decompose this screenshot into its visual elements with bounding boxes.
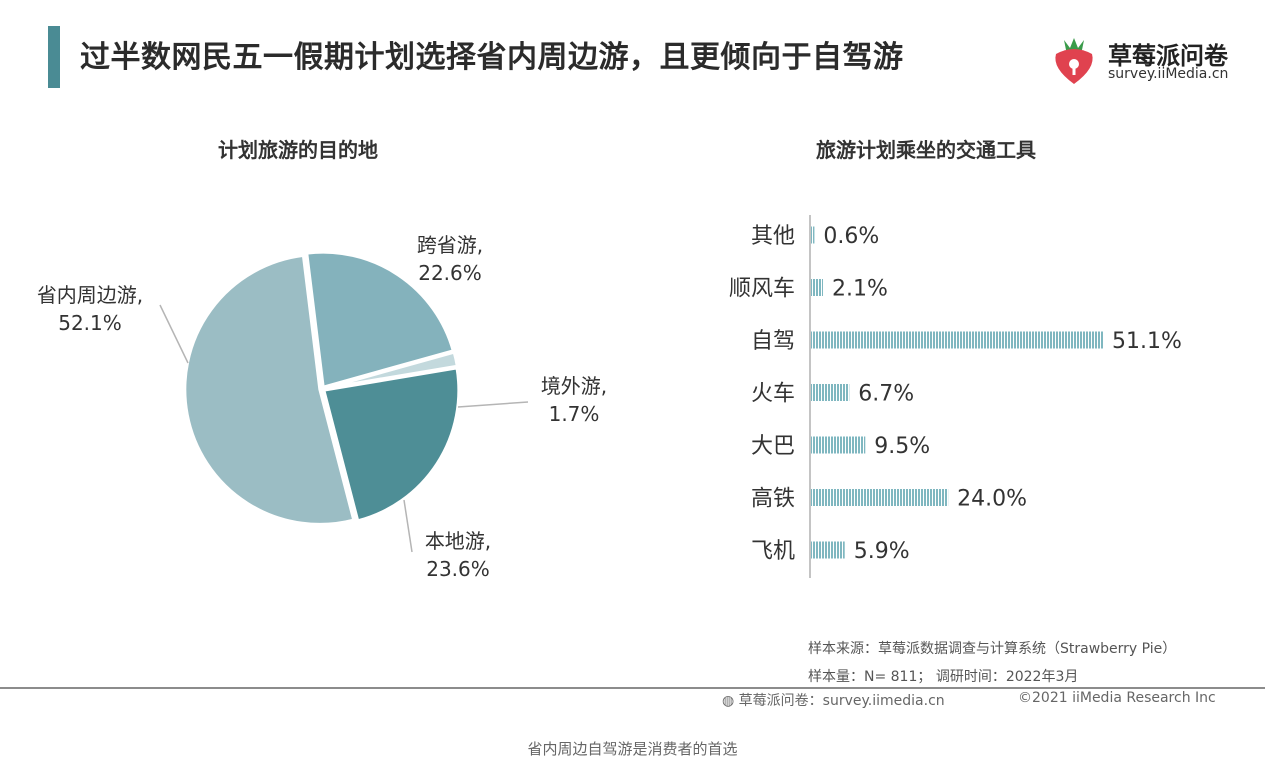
bar-category-label: 自驾: [751, 329, 795, 354]
pie-label: 省内周边游,: [37, 283, 143, 307]
bar: [811, 226, 815, 244]
bar-category-label: 其他: [751, 224, 795, 249]
logo-name: 草莓派问卷: [1108, 42, 1228, 70]
bar-value-label: 6.7%: [858, 382, 914, 407]
bar-value-label: 0.6%: [823, 224, 879, 249]
pie-slice: [323, 350, 460, 391]
bar: [811, 384, 850, 401]
bar-category-label: 飞机: [751, 539, 795, 564]
pie-label: 跨省游,: [417, 233, 483, 257]
footer-divider: [0, 687, 1265, 689]
bar-category-label: 顺风车: [729, 277, 795, 302]
bar: [811, 436, 866, 454]
bar-value-label: 9.5%: [874, 434, 930, 459]
pie-label: 境外游,: [541, 374, 607, 398]
bar-value-label: 24.0%: [957, 487, 1027, 512]
bar: [811, 541, 845, 559]
image-caption: 省内周边自驾游是消费者的首选: [527, 740, 738, 758]
pie-leader-line: [457, 401, 529, 408]
pie-slice: [305, 250, 456, 390]
bar-category-label: 火车: [751, 382, 795, 407]
pie-leader-line: [159, 304, 189, 364]
pie-value-label: 1.7%: [549, 402, 600, 426]
globe-icon: ◍: [722, 693, 735, 709]
bar-category-label: 大巴: [751, 434, 795, 459]
copyright: ©2021 iiMedia Research Inc: [1018, 690, 1216, 706]
bar-value-label: 51.1%: [1112, 329, 1182, 354]
page-title: 过半数网民五一假期计划选择省内周边游，且更倾向于自驾游: [80, 40, 904, 75]
pie-chart-title: 计划旅游的目的地: [218, 138, 378, 162]
footer-brand: ◍ 草莓派问卷：survey.iimedia.cn: [722, 690, 945, 710]
pie-slice: [321, 366, 461, 523]
bar: [811, 331, 1103, 349]
bar: [811, 489, 949, 506]
bar-category-label: 高铁: [751, 487, 795, 512]
bar-value-label: 5.9%: [854, 539, 910, 564]
transport-bar-chart: 其他 0.6% 顺风车 2.1% 自驾 51.1% 火车 6.7% 大巴 9.5% 高铁 24.0% 飞…: [729, 215, 1182, 578]
logo-url: survey.iiMedia.cn: [1108, 66, 1229, 82]
strawberry-icon: [1055, 38, 1093, 84]
destination-pie-chart: 省内周边游, 52.1% 跨省游, 22.6% 境外游, 1.7% 本地游, 23.6%: [37, 233, 607, 581]
pie-label: 本地游,: [425, 529, 491, 553]
bar: [811, 279, 823, 296]
title-accent-bar: [48, 26, 60, 88]
brand-logo: 草莓派问卷 survey.iiMedia.cn: [1050, 34, 1240, 86]
footer-brand-text: 草莓派问卷：survey.iimedia.cn: [738, 693, 945, 709]
source-note: 样本来源：草莓派数据调查与计算系统（Strawberry Pie）: [808, 641, 1177, 657]
pie-value-label: 22.6%: [418, 261, 482, 285]
bar-chart-title: 旅游计划乘坐的交通工具: [816, 138, 1036, 162]
bar-value-label: 2.1%: [832, 277, 888, 302]
pie-value-label: 52.1%: [58, 311, 122, 335]
pie-value-label: 23.6%: [426, 557, 490, 581]
pie-leader-line: [403, 499, 413, 553]
pie-slice: [183, 253, 356, 526]
sample-note: 样本量：N= 811； 调研时间：2022年3月: [808, 669, 1079, 685]
